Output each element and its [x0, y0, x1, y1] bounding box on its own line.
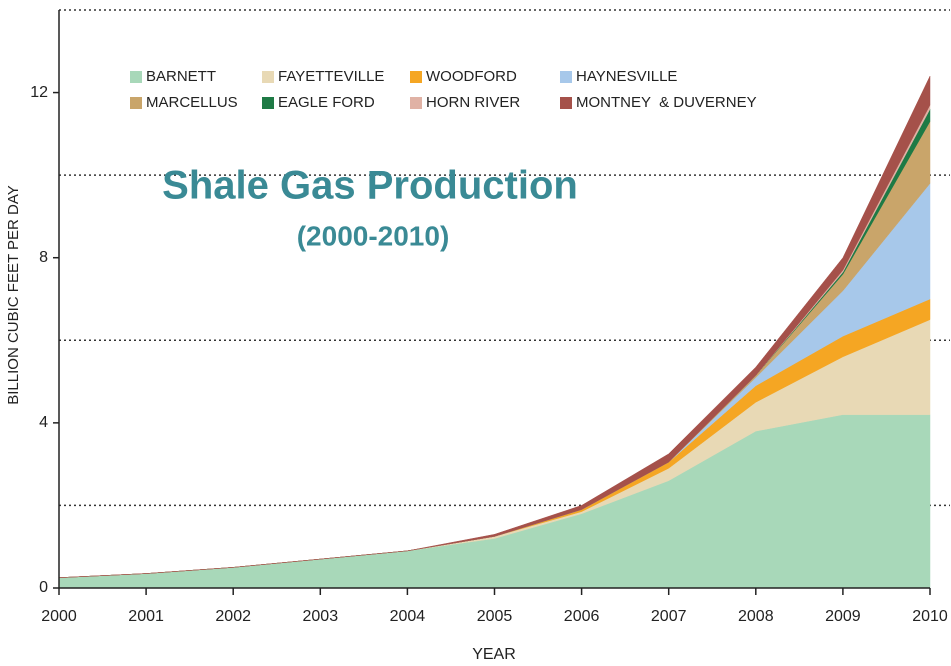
y-tick-label: 0	[39, 579, 48, 596]
area	[58, 75, 931, 578]
legend-label: BARNETT	[146, 68, 216, 85]
x-tick-label: 2003	[303, 608, 339, 625]
x-tick-label: 2010	[912, 608, 948, 625]
legend-swatch	[560, 71, 572, 83]
plot-area	[58, 9, 950, 589]
y-axis-label: BILLION CUBIC FEET PER DAY	[5, 185, 22, 405]
chart-subtitle: (2000-2010)	[297, 220, 450, 251]
legend-label: FAYETTEVILLE	[278, 68, 384, 85]
legend-label: HAYNESVILLE	[576, 68, 677, 85]
x-tick-label: 2000	[41, 608, 77, 625]
legend-swatch	[262, 71, 274, 83]
legend-label: MARCELLUS	[146, 94, 238, 111]
legend-label: HORN RIVER	[426, 94, 520, 111]
x-tick-label: 2006	[564, 608, 600, 625]
legend-swatch	[262, 97, 274, 109]
x-tick-label: 2002	[215, 608, 251, 625]
legend-swatch	[130, 71, 142, 83]
x-tick-label: 2009	[825, 608, 861, 625]
x-tick-label: 2008	[738, 608, 774, 625]
x-tick-label: 2005	[477, 608, 513, 625]
legend-swatch	[410, 97, 422, 109]
legend-swatch	[130, 97, 142, 109]
y-tick-label: 12	[30, 84, 48, 101]
chart-title: Shale Gas Production	[162, 164, 578, 208]
legend-label: EAGLE FORD	[278, 94, 375, 111]
x-tick-label: 2001	[128, 608, 164, 625]
legend-swatch	[560, 97, 572, 109]
legend-label: WOODFORD	[426, 68, 517, 85]
y-tick-label: 8	[39, 249, 48, 266]
x-tick-label: 2004	[390, 608, 426, 625]
x-tick-label: 2007	[651, 608, 687, 625]
legend-swatch	[410, 71, 422, 83]
legend-label: MONTNEY & DUVERNEY	[576, 94, 757, 111]
x-axis-label: YEAR	[472, 646, 516, 663]
y-tick-label: 4	[39, 414, 48, 431]
